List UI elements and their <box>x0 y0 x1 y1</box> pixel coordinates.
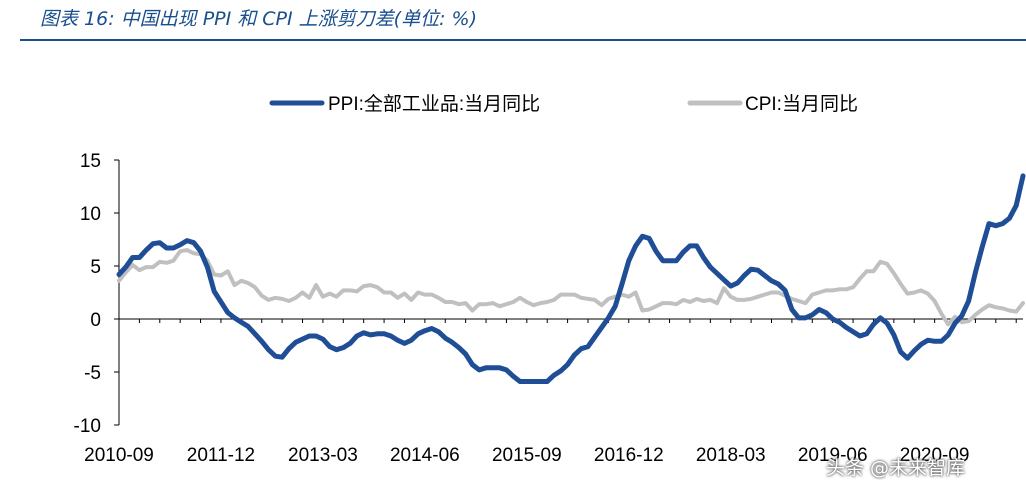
y-tick-label: 5 <box>90 257 101 278</box>
y-tick-label: 15 <box>80 151 101 172</box>
chart-series <box>116 173 1026 384</box>
series-line-ppi <box>116 173 1026 384</box>
x-tick-label: 2016-12 <box>594 445 664 466</box>
series-line-cpi <box>117 248 1025 327</box>
chart-legend: PPI:全部工业品:当月同比 CPI:当月同比 <box>269 93 858 115</box>
y-tick-label: 0 <box>90 310 101 331</box>
figure-title: 图表 16: 中国出现 PPI 和 CPI 上涨剪刀差(单位: %) <box>40 8 477 30</box>
x-tick-label: 2013-03 <box>288 445 358 466</box>
x-tick-label: 2019-06 <box>798 445 868 466</box>
x-tick-label: 2020-09 <box>900 445 970 466</box>
legend-label-ppi: PPI:全部工业品:当月同比 <box>328 93 540 115</box>
x-tick-label: 2014-06 <box>390 445 460 466</box>
title-divider <box>20 39 1026 41</box>
x-tick-label: 2015-09 <box>492 445 562 466</box>
x-tick-label: 2018-03 <box>696 445 766 466</box>
x-tick-label: 2011-12 <box>187 445 255 466</box>
chart-axes: 15 10 5 0 -5 -10 2010-09 2011-12 2013-03 2014-06 2… <box>74 151 1023 466</box>
y-tick-label: -10 <box>74 416 101 437</box>
y-tick-label: 10 <box>80 204 101 225</box>
y-tick-label: -5 <box>84 363 101 384</box>
x-tick-label: 2010-09 <box>84 445 154 466</box>
watermark-text: 头条 @未来智库 <box>826 457 966 479</box>
legend-label-cpi: CPI:当月同比 <box>745 93 858 115</box>
